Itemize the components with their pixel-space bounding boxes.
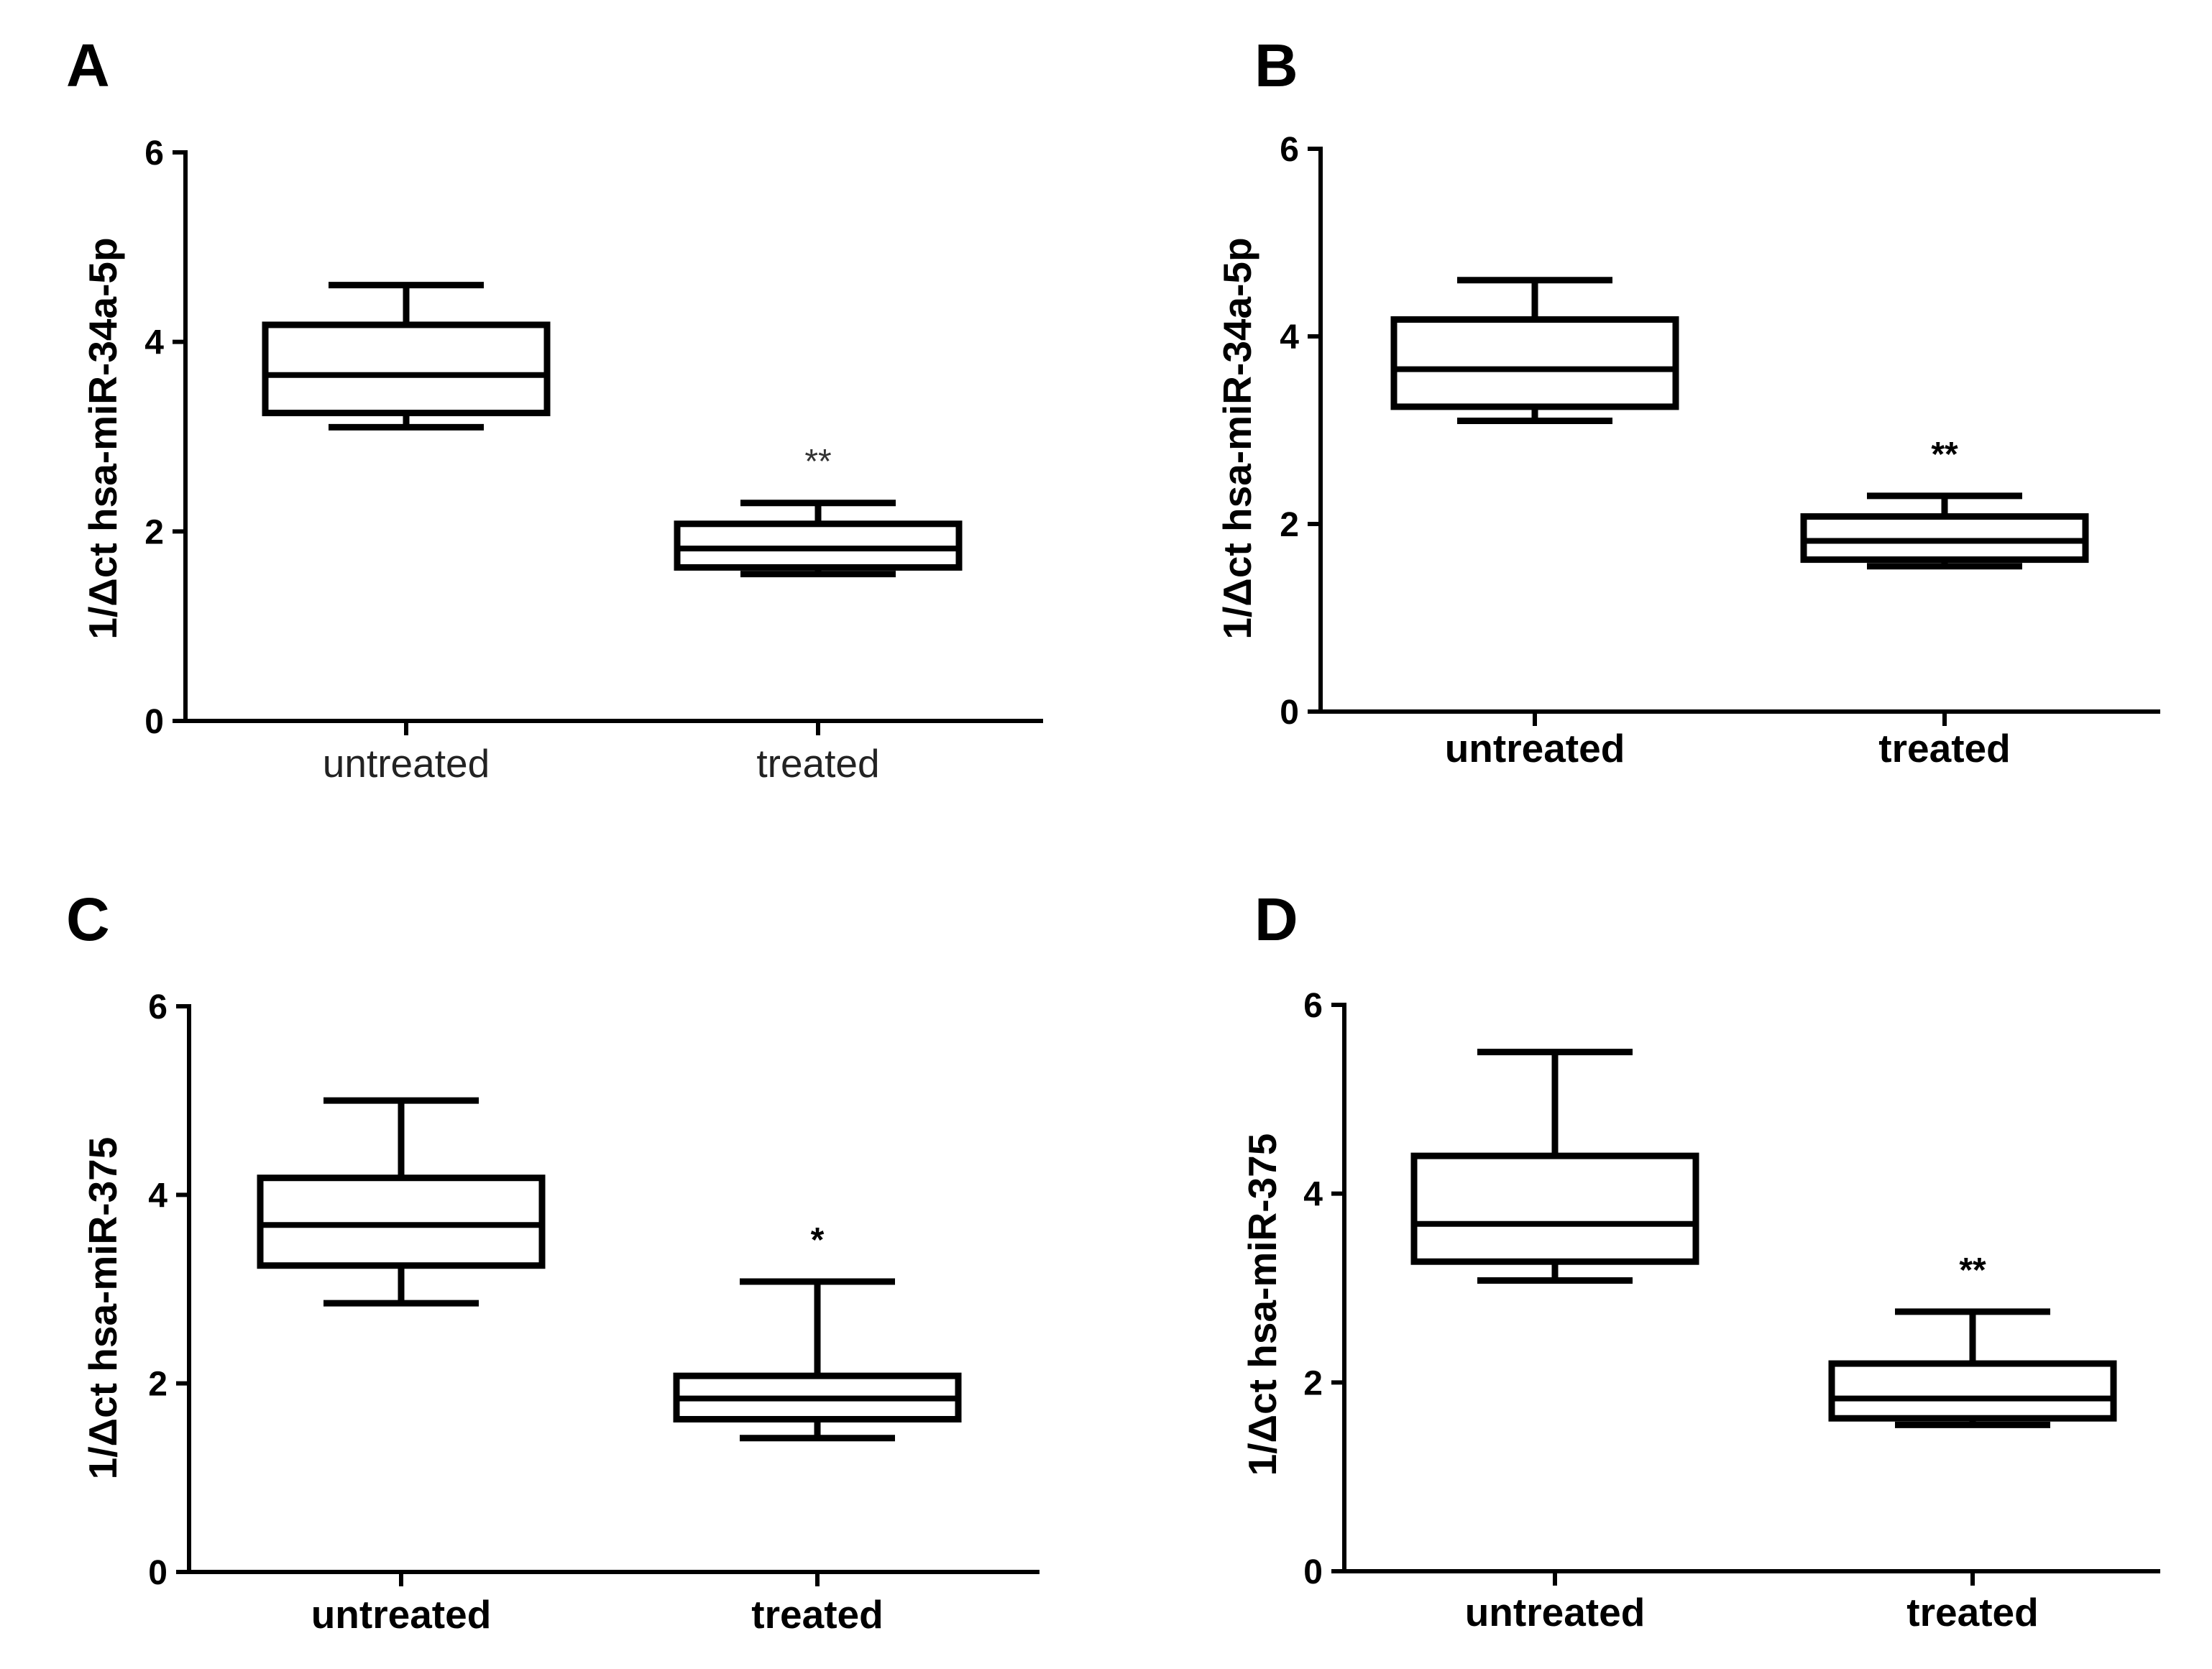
x-tick-label: treated <box>1906 1590 2038 1634</box>
y-axis-label: 1/Δct hsa-miR-375 <box>1240 1134 1285 1476</box>
x-tick-label: treated <box>751 1592 883 1637</box>
panel-label: B <box>1254 32 1298 99</box>
panel-label: A <box>66 32 110 99</box>
y-tick-label: 4 <box>1303 1176 1323 1214</box>
y-tick-label: 4 <box>144 324 164 362</box>
x-tick-label: untreated <box>323 741 490 786</box>
y-tick-label: 6 <box>1280 131 1299 169</box>
panel-c: C 1/Δct hsa-miR-375 0 2 4 6 untreated treated… <box>66 886 1040 1637</box>
y-tick-label: 6 <box>144 134 164 173</box>
y-tick-label: 6 <box>1303 987 1323 1025</box>
x-tick-label: treated <box>756 741 879 786</box>
y-tick-label: 0 <box>1280 694 1299 732</box>
plot-area: 0 2 4 6 untreated treated * <box>148 988 1040 1637</box>
y-tick-label: 2 <box>144 513 164 551</box>
y-tick-label: 2 <box>1303 1364 1323 1402</box>
significance-marker: * <box>811 1221 825 1259</box>
y-tick-label: 0 <box>148 1554 167 1592</box>
x-tick-label: untreated <box>1465 1590 1646 1634</box>
x-tick-label: untreated <box>311 1592 492 1637</box>
plot-area: 0 2 4 6 untreated treated ** <box>1303 987 2160 1634</box>
significance-marker: ** <box>1959 1251 1986 1289</box>
box-iqr <box>262 321 551 417</box>
box-iqr <box>1828 1360 2117 1422</box>
box-iqr <box>257 1174 546 1269</box>
y-tick-label: 2 <box>148 1366 167 1404</box>
panel-label: D <box>1254 886 1298 953</box>
box-iqr <box>1390 316 1679 410</box>
significance-marker: ** <box>1931 436 1958 474</box>
y-axis-label: 1/Δct hsa-miR-375 <box>81 1137 125 1480</box>
x-tick-label: treated <box>1878 726 2010 771</box>
panel-b: B 1/Δct hsa-miR-34a-5p 0 2 4 6 untreated trea… <box>1215 32 2160 771</box>
plot-area: 0 2 4 6 untreated treated ** <box>1280 131 2160 771</box>
y-axis-label: 1/Δct hsa-miR-34a-5p <box>1215 237 1259 639</box>
y-tick-label: 6 <box>148 988 167 1026</box>
panel-a: A 1/Δct hsa-miR-34a-5p 0 2 4 6 untreated trea… <box>66 32 1043 786</box>
plot-area: 0 2 4 6 untreated treated ** <box>144 134 1043 786</box>
panel-d: D 1/Δct hsa-miR-375 0 2 4 6 untreated treated… <box>1240 886 2160 1634</box>
y-tick-label: 4 <box>1280 318 1299 357</box>
y-axis-label: 1/Δct hsa-miR-34a-5p <box>81 237 125 639</box>
y-tick-label: 2 <box>1280 506 1299 544</box>
y-tick-label: 4 <box>148 1177 167 1215</box>
box-iqr <box>1410 1152 1699 1265</box>
x-tick-label: untreated <box>1445 726 1625 771</box>
significance-marker: ** <box>804 443 831 481</box>
y-tick-label: 0 <box>1303 1553 1323 1591</box>
y-tick-label: 0 <box>144 703 164 741</box>
panel-label: C <box>66 886 110 953</box>
